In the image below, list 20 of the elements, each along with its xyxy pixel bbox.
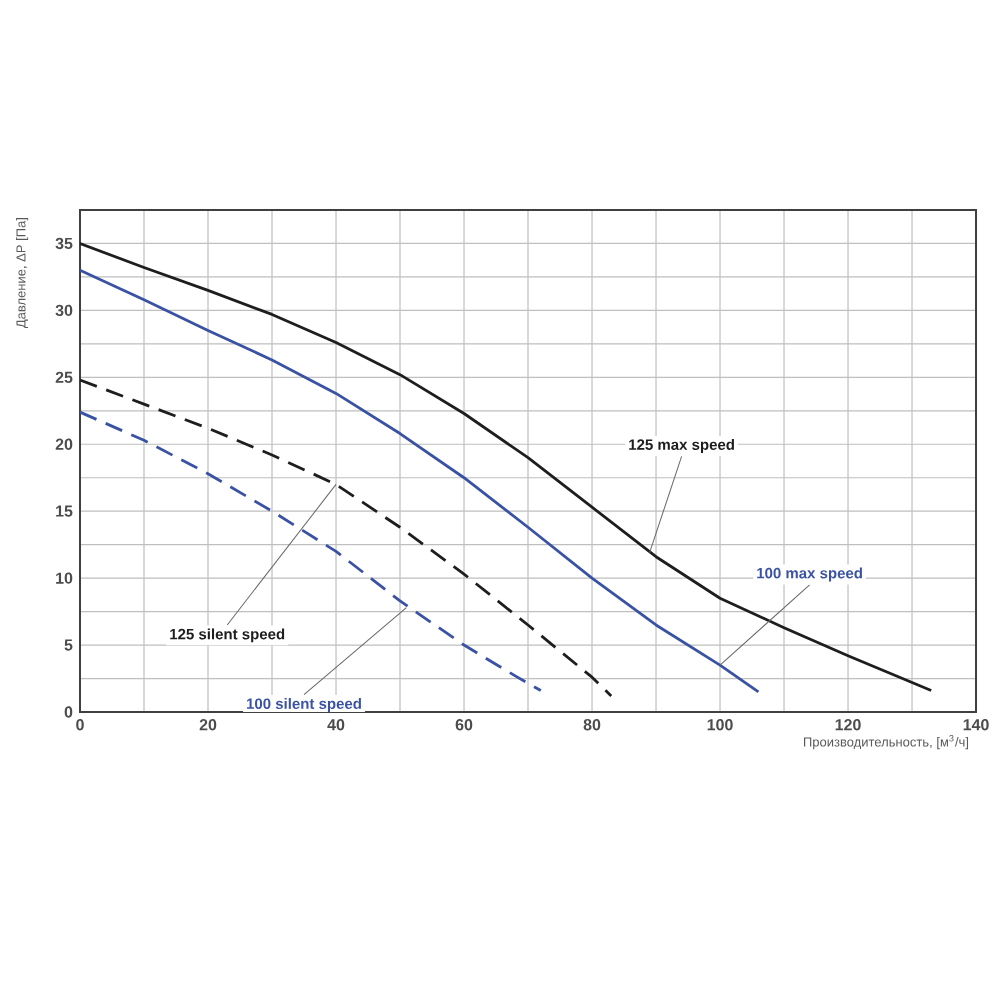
y-tick-label: 35: [55, 237, 73, 250]
x-tick-label: 60: [455, 719, 473, 731]
line-series: [80, 410, 543, 692]
y-tick-label: 30: [55, 304, 73, 317]
y-tick-label: 0: [64, 706, 73, 718]
line-series: [80, 378, 613, 698]
y-tick-label: 5: [64, 639, 73, 651]
y-tick-label: 10: [56, 572, 73, 584]
x-tick-label: 80: [583, 719, 601, 731]
line-series: [80, 242, 933, 692]
x-tick-label: 120: [835, 719, 861, 731]
x-tick-label: 20: [199, 719, 217, 731]
y-tick-label: 15: [56, 505, 73, 517]
y-tick-label: 20: [55, 438, 73, 450]
x-tick-label: 40: [327, 719, 345, 731]
line-series: [80, 268, 760, 694]
x-tick-label: 100: [707, 719, 733, 731]
x-tick-label: 0: [76, 719, 84, 731]
x-tick-label: 140: [963, 719, 989, 731]
y-tick-label: 25: [55, 371, 73, 383]
